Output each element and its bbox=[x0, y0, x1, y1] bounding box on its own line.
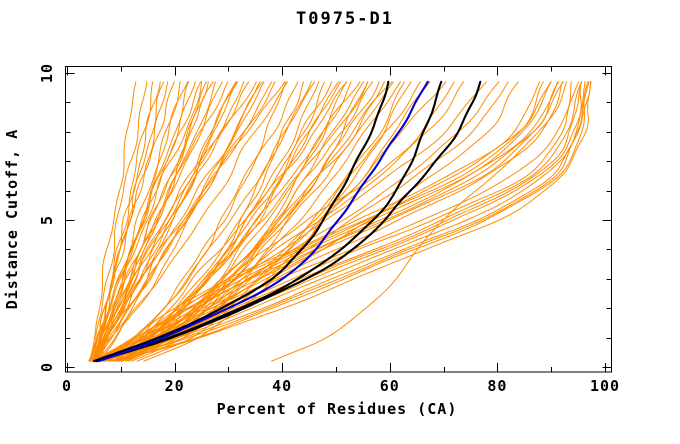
model-curve bbox=[95, 81, 257, 362]
tick-labels-layer: 0 20 40 60 80 100 0 5 10 bbox=[38, 63, 620, 395]
x-tick-label: 100 bbox=[590, 377, 620, 395]
model-curve bbox=[99, 81, 572, 362]
model-curve bbox=[93, 81, 552, 362]
model-curve bbox=[98, 81, 552, 362]
x-tick-label: 60 bbox=[380, 377, 400, 395]
model-curve bbox=[95, 81, 286, 362]
model-curve bbox=[99, 81, 582, 362]
model-curve bbox=[93, 81, 237, 362]
model-curve bbox=[118, 81, 304, 362]
y-tick-label: 10 bbox=[38, 63, 56, 83]
model-curve bbox=[109, 81, 591, 362]
y-axis-label: Distance Cutoff, A bbox=[3, 129, 21, 310]
model-curve bbox=[125, 81, 385, 362]
axis-ticks-layer bbox=[65, 66, 612, 372]
model-curves-layer bbox=[88, 81, 592, 362]
model-curve bbox=[89, 81, 196, 362]
model-curve bbox=[102, 81, 316, 362]
y-tick-label: 0 bbox=[38, 362, 56, 372]
x-tick-label: 20 bbox=[165, 377, 185, 395]
model-curve bbox=[89, 81, 154, 362]
model-curve bbox=[89, 81, 137, 362]
selected-model-curve bbox=[98, 80, 429, 363]
model-curve bbox=[99, 81, 288, 362]
model-curve bbox=[271, 81, 567, 362]
model-curve bbox=[88, 81, 203, 362]
best-model-curves-layer bbox=[92, 80, 482, 363]
model-curve bbox=[103, 81, 509, 362]
model-curve bbox=[93, 81, 464, 362]
model-curve bbox=[109, 81, 590, 362]
model-curve bbox=[121, 81, 325, 362]
model-curve bbox=[115, 81, 592, 362]
model-curve bbox=[94, 81, 175, 362]
model-curve bbox=[94, 81, 229, 362]
model-curve bbox=[98, 81, 500, 362]
model-curve bbox=[95, 81, 214, 362]
best-model-curve bbox=[95, 80, 443, 363]
model-curve bbox=[100, 81, 207, 362]
y-tick-label: 5 bbox=[38, 215, 56, 225]
best-model-curve bbox=[92, 80, 390, 363]
plot-frame bbox=[65, 66, 612, 373]
selected-model-curve-layer bbox=[98, 80, 429, 363]
model-curve bbox=[104, 81, 586, 362]
best-model-curve bbox=[95, 80, 482, 363]
model-curve bbox=[114, 81, 589, 362]
model-curve bbox=[89, 81, 169, 362]
model-curve bbox=[105, 81, 361, 362]
x-tick-label: 80 bbox=[487, 377, 507, 395]
x-tick-label: 0 bbox=[62, 377, 72, 395]
x-axis-label: Percent of Residues (CA) bbox=[217, 400, 458, 418]
model-curve bbox=[94, 81, 148, 362]
model-curve bbox=[103, 81, 519, 362]
model-curve bbox=[93, 81, 261, 362]
model-curve bbox=[93, 81, 541, 362]
model-curve bbox=[99, 81, 558, 362]
model-curve bbox=[112, 81, 393, 362]
plot-title: T0975-D1 bbox=[296, 9, 394, 29]
x-tick-label: 40 bbox=[272, 377, 292, 395]
